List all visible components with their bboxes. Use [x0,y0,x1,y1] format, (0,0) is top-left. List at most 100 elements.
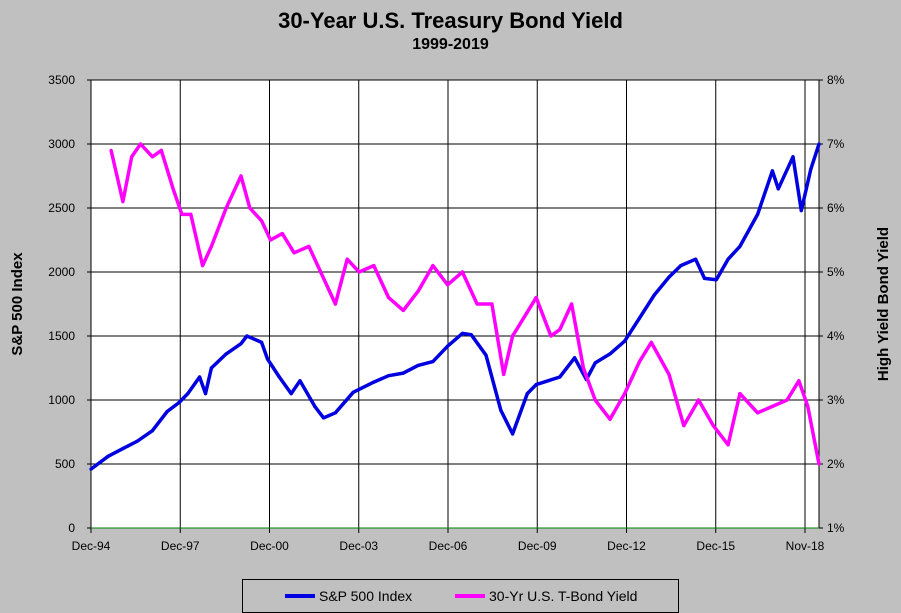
data-point-sp500 [499,408,503,412]
y-left-tick-label: 500 [55,457,75,471]
data-point-sp500 [608,352,612,356]
data-point-tbond-yield [593,398,597,402]
legend-item-sp500: S&P 500 Index [285,588,412,604]
data-point-sp500 [322,416,326,420]
data-point-tbond-yield [138,142,143,146]
data-point-tbond-yield [401,308,405,312]
data-point-tbond-yield [307,244,311,248]
y-left-tick-label: 2000 [48,265,75,279]
data-point-sp500 [770,169,774,173]
data-point-sp500 [510,432,515,436]
chart-subtitle: 1999-2019 [412,36,489,53]
data-point-tbond-yield [446,283,450,287]
data-point-sp500 [593,361,597,365]
data-point-tbond-yield [333,302,338,306]
data-point-sp500 [469,333,473,337]
data-point-tbond-yield [806,404,810,408]
data-point-sp500 [534,383,538,387]
data-point-tbond-yield [755,411,760,415]
data-point-sp500 [106,454,110,458]
data-point-sp500 [799,208,803,213]
data-point-tbond-yield [490,302,494,306]
data-point-sp500 [667,275,671,279]
data-point-tbond-yield [209,244,214,248]
data-point-tbond-yield [570,302,574,306]
data-point-tbond-yield [260,219,264,223]
y-left-tick-label: 1500 [48,329,75,343]
data-point-tbond-yield [711,424,715,428]
data-point-sp500 [209,366,214,370]
data-point-tbond-yield [549,334,553,338]
y-right-tick-label: 8% [827,73,845,87]
data-point-tbond-yield [130,155,134,159]
data-point-tbond-yield [738,392,742,396]
data-point-sp500 [546,379,550,383]
data-point-sp500 [245,334,249,338]
data-point-sp500 [203,392,208,396]
legend-label-sp500: S&P 500 Index [319,588,413,604]
data-point-sp500 [525,392,529,396]
data-point-tbond-yield [785,398,789,402]
data-point-tbond-yield [770,404,774,408]
legend-swatch-sp500 [285,594,315,598]
y-right-axis-title: High Yield Bond Yield [875,227,892,381]
data-point-tbond-yield [817,462,821,466]
y-left-axis-title: S&P 500 Index [9,252,26,356]
data-point-tbond-yield [534,296,538,300]
x-tick-label: Dec-94 [72,539,111,553]
data-point-tbond-yield [224,206,228,210]
data-point-sp500 [726,257,730,261]
data-point-tbond-yield [726,443,730,447]
data-point-sp500 [714,278,718,282]
data-point-tbond-yield [649,340,653,344]
data-point-tbond-yield [189,212,193,216]
data-point-sp500 [401,371,405,375]
data-point-tbond-yield [248,206,252,210]
data-point-tbond-yield [637,360,642,364]
data-point-tbond-yield [460,270,464,274]
x-tick-label: Nov-18 [786,539,825,553]
data-point-sp500 [165,409,169,414]
y-left-tick-label: 3500 [48,73,75,87]
data-point-sp500 [791,155,795,159]
data-point-sp500 [679,264,683,268]
data-point-tbond-yield [280,232,284,236]
data-point-tbond-yield [159,148,163,152]
legend-item-tbond-yield: 30-Yr U.S. T-Bond Yield [455,588,637,604]
data-point-sp500 [136,439,140,443]
data-point-sp500 [351,390,355,394]
x-tick-label: Dec-12 [607,539,646,553]
y-left-tick-label: 2500 [48,201,75,215]
y-left-tick-label: 0 [68,521,75,535]
data-point-sp500 [776,187,780,191]
x-tick-label: Dec-00 [250,539,289,553]
data-point-tbond-yield [357,270,361,274]
data-point-sp500 [198,375,202,379]
data-point-tbond-yield [239,174,243,178]
data-point-sp500 [177,400,181,405]
chart-title: 30-Year U.S. Treasury Bond Yield [278,8,623,33]
data-point-sp500 [817,142,821,146]
data-point-sp500 [755,212,760,216]
data-point-tbond-yield [431,264,435,268]
data-point-tbond-yield [475,302,479,306]
data-point-sp500 [121,447,125,451]
data-point-tbond-yield [121,200,125,204]
data-point-sp500 [150,429,155,433]
data-point-sp500 [572,356,577,360]
data-point-sp500 [652,293,656,297]
data-point-sp500 [372,380,376,384]
data-point-tbond-yield [322,276,326,280]
y-right-tick-label: 6% [827,201,845,215]
data-point-sp500 [623,339,627,343]
data-point-sp500 [558,375,562,379]
data-point-tbond-yield [109,148,113,152]
data-point-tbond-yield [416,289,420,293]
data-point-sp500 [694,257,698,261]
data-point-sp500 [89,467,93,471]
data-point-tbond-yield [510,334,515,338]
data-point-tbond-yield [150,155,155,159]
data-point-tbond-yield [623,392,627,396]
data-point-sp500 [446,344,450,348]
data-point-sp500 [431,360,435,364]
